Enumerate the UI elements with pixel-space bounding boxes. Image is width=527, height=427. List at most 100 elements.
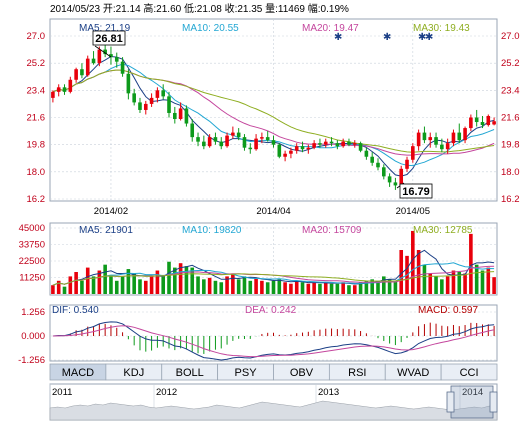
candle — [428, 132, 433, 148]
macd-grid — [50, 311, 497, 361]
tab-boll[interactable]: BOLL — [161, 363, 219, 381]
volume-bar — [132, 273, 136, 294]
candle-body — [126, 73, 131, 94]
tab-label: MACD — [62, 367, 94, 379]
timeline-history-area — [49, 400, 498, 421]
candle — [242, 134, 247, 151]
candle — [68, 76, 73, 94]
tab-label: PSY — [235, 367, 258, 379]
callout-low: 16.79 — [402, 186, 430, 198]
volume-bar — [103, 264, 107, 294]
price-tick-left: 27.0 — [27, 31, 46, 42]
candle-body — [277, 144, 282, 157]
candlesticks — [51, 39, 496, 190]
candle-body — [161, 90, 166, 97]
volume-bar — [352, 285, 357, 294]
volume-bar — [109, 274, 113, 294]
candle-body — [440, 144, 444, 150]
volume-bar — [387, 279, 392, 294]
candle-body — [103, 49, 107, 55]
candle — [323, 138, 328, 148]
candle-body — [173, 112, 177, 120]
timeline-navigator[interactable]: 2011 2012 2013 2014 — [49, 384, 498, 421]
candle-body — [120, 61, 125, 74]
volume-bar — [126, 269, 131, 294]
tab-wvad[interactable]: WVAD — [384, 363, 442, 381]
candle-body — [341, 141, 345, 147]
tab-label: RSI — [348, 367, 366, 379]
volume-bar — [265, 282, 270, 294]
price-tick-right: 16.2 — [501, 194, 520, 205]
tab-obv[interactable]: OBV — [273, 363, 330, 381]
candle — [300, 141, 305, 153]
volume-axis: 45000 33750 22500 11250 — [19, 223, 45, 284]
candle-body — [202, 141, 206, 147]
price-tick-right: 18.0 — [501, 167, 520, 178]
timeline-selection-window[interactable] — [450, 385, 494, 419]
tab-cci[interactable]: CCI — [440, 363, 498, 381]
candle-body — [109, 54, 113, 58]
candle-body — [51, 91, 55, 98]
candle — [225, 132, 229, 148]
candle-body — [381, 167, 386, 177]
candle — [236, 128, 241, 141]
candle-body — [422, 132, 427, 141]
volume-bar — [428, 273, 433, 294]
date-axis: 2014/02 2014/04 2014/05 — [94, 206, 430, 217]
candle — [190, 119, 195, 142]
volume-bar — [411, 230, 415, 294]
candle-body — [260, 137, 264, 139]
candle — [202, 135, 206, 150]
volume-bar — [434, 276, 438, 294]
tab-psy[interactable]: PSY — [217, 363, 274, 381]
legend-entry: MA30: 19.43 — [413, 23, 470, 34]
tab-label: KDJ — [123, 367, 144, 379]
volume-bar — [335, 283, 340, 294]
price-tick-left: 16.2 — [27, 194, 46, 205]
candle-body — [178, 108, 183, 120]
volume-bar — [91, 276, 96, 294]
candle-body — [97, 49, 102, 64]
tab-label: OBV — [290, 367, 314, 379]
candle-body — [85, 58, 90, 76]
price-tick-right: 27.0 — [501, 31, 520, 42]
candle — [474, 109, 479, 127]
price-tick-right: 23.4 — [501, 85, 520, 96]
candle-body — [289, 150, 293, 154]
candle-body — [480, 122, 485, 126]
candle-body — [196, 137, 200, 142]
candle-body — [242, 137, 247, 148]
candle — [80, 63, 84, 79]
candle-body — [370, 156, 374, 163]
volume-bar — [451, 270, 456, 294]
candle — [126, 69, 131, 100]
candle — [445, 138, 450, 154]
candle-body — [132, 93, 136, 103]
tab-rsi[interactable]: RSI — [328, 363, 386, 381]
candle — [294, 143, 299, 154]
candle-body — [393, 182, 398, 186]
candle — [167, 91, 171, 118]
dif-line — [52, 321, 495, 361]
volume-bar — [323, 282, 328, 294]
volume-bar — [68, 276, 73, 294]
candle-body — [271, 140, 276, 145]
volume-bar — [231, 273, 235, 294]
candle-body — [225, 135, 229, 147]
date-label: 2014/04 — [256, 206, 290, 217]
candle-body — [114, 57, 119, 62]
volume-bar — [97, 270, 102, 294]
candle — [62, 84, 67, 95]
volume-bar — [445, 276, 450, 294]
tab-macd[interactable]: MACD — [49, 363, 107, 381]
timeline-right-handle[interactable] — [489, 391, 498, 413]
candle — [132, 88, 136, 106]
price-tick-right: 19.8 — [501, 140, 520, 151]
timeline-left-handle[interactable] — [446, 391, 455, 413]
candle-body — [213, 137, 218, 142]
volume-bar — [236, 279, 241, 294]
volume-bar — [85, 267, 90, 294]
candle-body — [358, 143, 363, 151]
tab-kdj[interactable]: KDJ — [105, 363, 163, 381]
price-grid — [50, 19, 497, 201]
